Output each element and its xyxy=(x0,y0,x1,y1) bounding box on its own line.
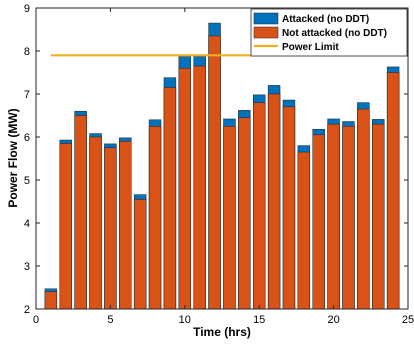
x-tick-label: 15 xyxy=(253,314,265,326)
x-tick-label: 5 xyxy=(107,314,113,326)
legend-swatch-not-attacked xyxy=(253,26,279,39)
bar-not-attacked xyxy=(386,72,400,310)
bar-not-attacked xyxy=(252,102,266,310)
legend-label-power-limit: Power Limit xyxy=(282,42,339,53)
plot-frame xyxy=(35,7,409,310)
bar-not-attacked xyxy=(282,106,296,310)
bar-not-attacked xyxy=(59,143,72,310)
y-tick-label: 2 xyxy=(24,304,30,316)
bar-not-attacked xyxy=(267,93,281,310)
bar-not-attacked xyxy=(357,108,370,310)
y-tick-label: 6 xyxy=(24,132,30,144)
legend: Attacked (no DDT) Not attacked (no DDT) … xyxy=(250,8,408,57)
bar-not-attacked xyxy=(104,147,117,310)
y-tick-label: 3 xyxy=(24,261,30,273)
x-axis-title: Time (hrs) xyxy=(193,325,251,339)
legend-swatch-attacked xyxy=(253,12,279,25)
bar-not-attacked xyxy=(342,126,355,310)
y-axis-title: Power Flow (MW) xyxy=(6,108,20,207)
bar-not-attacked xyxy=(178,67,192,310)
bar-not-attacked xyxy=(223,126,236,310)
y-tick-label: 8 xyxy=(24,46,30,58)
bar-not-attacked xyxy=(312,134,325,310)
y-tick-label: 7 xyxy=(24,89,30,101)
legend-label-not-attacked: Not attacked (no DDT) xyxy=(282,28,387,39)
bar-not-attacked xyxy=(44,291,58,310)
y-axis-ticks: 2 3 4 5 6 7 8 9 xyxy=(24,3,408,316)
x-tick-label: 0 xyxy=(33,314,39,326)
bar-not-attacked xyxy=(119,141,132,310)
bar-not-attacked xyxy=(372,123,385,310)
bar-not-attacked xyxy=(148,126,162,310)
x-tick-label: 10 xyxy=(179,314,191,326)
bar-not-attacked xyxy=(74,115,87,310)
y-tick-label: 4 xyxy=(24,218,30,230)
bar-not-attacked xyxy=(133,199,147,310)
bar-not-attacked xyxy=(89,136,102,310)
x-tick-label: 25 xyxy=(402,314,414,326)
bar-not-attacked xyxy=(327,123,340,310)
y-tick-label: 5 xyxy=(24,175,30,187)
legend-label-attacked: Attacked (no DDT) xyxy=(282,14,369,25)
bar-not-attacked xyxy=(297,151,311,310)
bar-not-attacked xyxy=(163,87,177,310)
x-tick-label: 20 xyxy=(327,314,339,326)
bar-not-attacked xyxy=(238,117,251,310)
bar-not-attacked xyxy=(193,65,206,310)
x-axis-ticks: 0 5 10 15 20 25 xyxy=(33,8,414,326)
y-tick-label: 9 xyxy=(24,3,30,15)
bar-not-attacked xyxy=(208,35,221,310)
